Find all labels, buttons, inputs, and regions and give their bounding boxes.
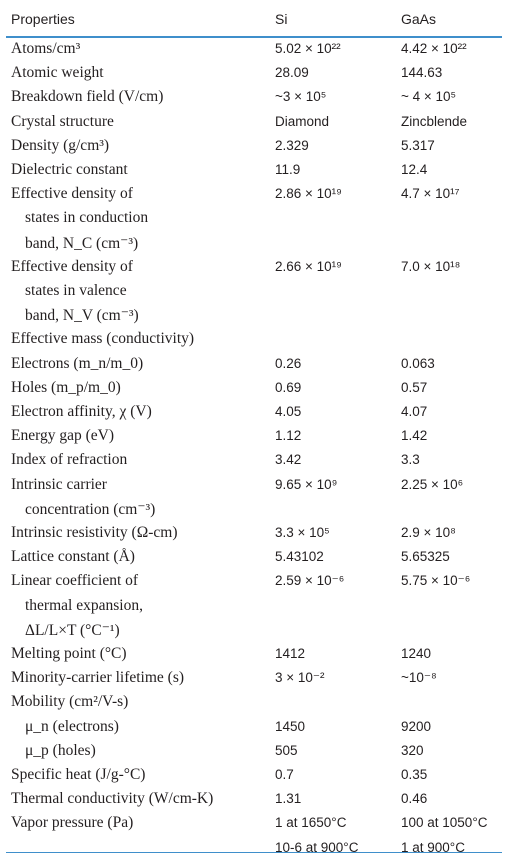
property-label: Crystal structure [11, 113, 114, 130]
si-value: 9.65 × 10⁹ [275, 477, 338, 492]
gaas-value: 4.42 × 10²² [401, 41, 467, 56]
gaas-value: 5.75 × 10⁻⁶ [401, 573, 471, 588]
si-value: ~3 × 10⁵ [275, 89, 327, 104]
property-label: Mobility (cm²/V-s) [11, 693, 129, 710]
property-label: band, N_V (cm⁻³) [25, 307, 139, 324]
header-rule [6, 36, 502, 38]
si-value: 0.69 [275, 380, 302, 395]
gaas-value: 320 [401, 743, 424, 758]
gaas-value: 12.4 [401, 162, 428, 177]
property-label: Effective mass (conductivity) [11, 330, 195, 347]
property-label: Thermal conductivity (W/cm-K) [11, 790, 214, 807]
property-label: Intrinsic resistivity (Ω-cm) [11, 524, 178, 541]
si-value: 2.329 [275, 138, 309, 153]
property-label: Index of refraction [11, 451, 128, 468]
property-label: concentration (cm⁻³) [25, 501, 156, 518]
si-value: 3.42 [275, 452, 302, 467]
header-properties: Properties [11, 11, 75, 27]
bottom-rule [6, 852, 502, 853]
si-value: 0.26 [275, 356, 302, 371]
property-label: μ_n (electrons) [25, 718, 119, 735]
si-value: 1.12 [275, 428, 302, 443]
property-label: Specific heat (J/g-°C) [11, 766, 146, 783]
si-value: 0.7 [275, 767, 294, 782]
si-value: 4.05 [275, 404, 302, 419]
si-value: 5.43102 [275, 549, 324, 564]
property-label: Effective density of [11, 185, 133, 202]
gaas-value: 100 at 1050°C [401, 815, 488, 830]
si-value: Diamond [275, 114, 330, 129]
gaas-value: 2.9 × 10⁸ [401, 525, 456, 540]
gaas-value: 144.63 [401, 65, 443, 80]
gaas-value: 7.0 × 10¹⁸ [401, 259, 461, 274]
property-label: Minority-carrier lifetime (s) [11, 669, 185, 686]
property-label: Melting point (°C) [11, 645, 127, 662]
property-label: thermal expansion, [25, 597, 143, 614]
property-label: states in valence [25, 282, 127, 299]
property-label: Lattice constant (Å) [11, 548, 135, 565]
gaas-value: ~ 4 × 10⁵ [401, 89, 457, 104]
si-value: 3 × 10⁻² [275, 670, 325, 685]
gaas-value: 1 at 900°C [401, 840, 465, 855]
si-value: 2.86 × 10¹⁹ [275, 186, 342, 201]
property-label: Linear coefficient of [11, 572, 139, 589]
si-value: 11.9 [275, 162, 301, 177]
gaas-value: 1240 [401, 646, 432, 661]
si-value: 505 [275, 743, 298, 758]
property-label: Density (g/cm³) [11, 137, 110, 154]
si-value: 1450 [275, 719, 306, 734]
si-value: 10-6 at 900°C [275, 840, 359, 855]
si-value: 1412 [275, 646, 306, 661]
property-label: band, N_C (cm⁻³) [25, 235, 139, 252]
si-value: 1 at 1650°C [275, 815, 347, 830]
property-label: Vapor pressure (Pa) [11, 814, 134, 831]
gaas-value: 0.57 [401, 380, 428, 395]
si-value: 5.02 × 10²² [275, 41, 341, 56]
property-label: Intrinsic carrier [11, 476, 107, 493]
gaas-value: 9200 [401, 719, 432, 734]
header-gaas: GaAs [401, 11, 437, 27]
property-label: Energy gap (eV) [11, 427, 115, 444]
si-value: 2.59 × 10⁻⁶ [275, 573, 345, 588]
si-value: 28.09 [275, 65, 309, 80]
property-label: ΔL/L×T (°C⁻¹) [25, 622, 120, 639]
property-label: Electrons (m_n/m_0) [11, 355, 144, 372]
gaas-value: 0.35 [401, 767, 428, 782]
gaas-value: 1.42 [401, 428, 428, 443]
gaas-value: 0.46 [401, 791, 428, 806]
property-label: μ_p (holes) [25, 742, 96, 759]
gaas-value: 3.3 [401, 452, 420, 467]
header-si: Si [275, 11, 288, 27]
property-label: Dielectric constant [11, 161, 128, 178]
gaas-value: 4.07 [401, 404, 428, 419]
property-label: Atoms/cm³ [11, 40, 81, 57]
property-label: Holes (m_p/m_0) [11, 379, 121, 396]
gaas-value: 4.7 × 10¹⁷ [401, 186, 460, 201]
si-value: 3.3 × 10⁵ [275, 525, 330, 540]
gaas-value: ~10⁻⁸ [401, 670, 437, 685]
gaas-value: Zincblende [401, 114, 468, 129]
gaas-value: 5.65325 [401, 549, 450, 564]
property-label: Breakdown field (V/cm) [11, 88, 164, 105]
si-value: 2.66 × 10¹⁹ [275, 259, 342, 274]
property-label: Electron affinity, χ (V) [11, 403, 152, 420]
si-value: 1.31 [275, 791, 302, 806]
gaas-value: 0.063 [401, 356, 435, 371]
gaas-value: 2.25 × 10⁶ [401, 477, 464, 492]
property-label: states in conduction [25, 209, 149, 226]
property-label: Effective density of [11, 258, 133, 275]
gaas-value: 5.317 [401, 138, 435, 153]
property-label: Atomic weight [11, 64, 104, 81]
